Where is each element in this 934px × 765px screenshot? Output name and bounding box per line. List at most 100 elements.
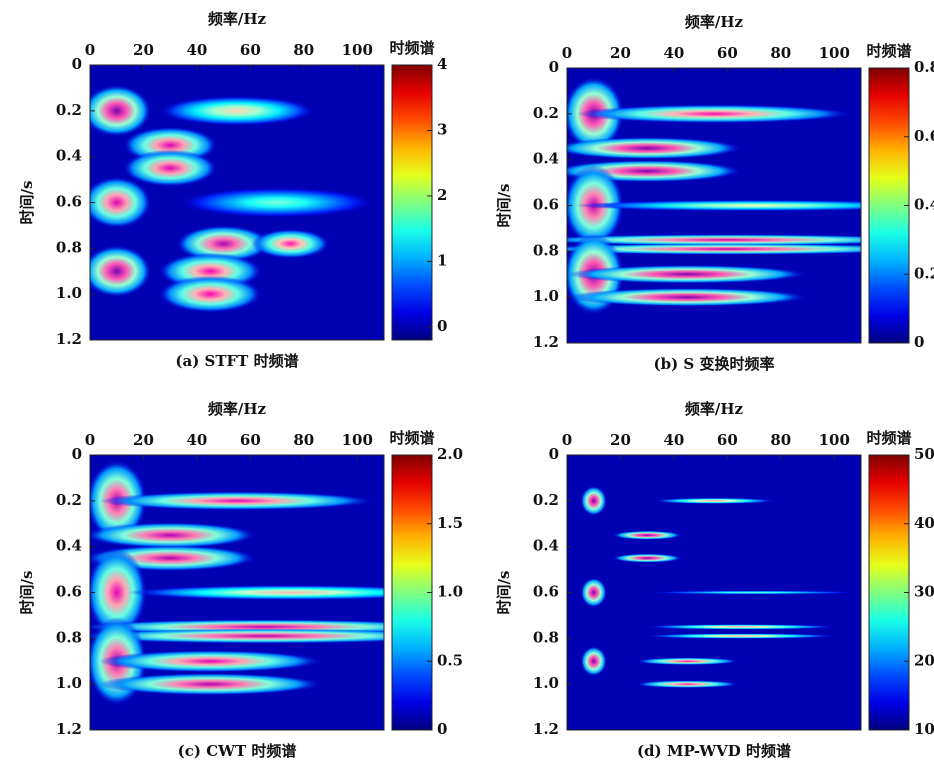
y-tick-label: 1.2: [533, 720, 559, 738]
y-tick-label: 0.6: [56, 583, 82, 601]
y-axis-label: 时间/s: [18, 571, 36, 615]
colorbar-tick-label: 20: [914, 651, 934, 669]
colorbar: [869, 455, 909, 730]
y-tick-label: 0.8: [533, 241, 559, 259]
heat-blob: [577, 105, 851, 123]
heat-blob: [252, 229, 329, 258]
x-tick-label: 100: [819, 431, 850, 449]
y-tick-label: 0.8: [533, 628, 559, 646]
y-tick-label: 0.2: [533, 491, 559, 509]
x-tick-label: 40: [186, 431, 207, 449]
heat-blob: [581, 647, 607, 676]
colorbar-tick-label: 1: [437, 251, 447, 269]
figure: 02040608010000.20.40.60.81.01.2频率/Hz时间/s…: [0, 0, 934, 765]
colorbar-tick-label: 1.0: [437, 583, 463, 601]
heat-blob: [647, 624, 835, 629]
y-tick-label: 1.0: [56, 284, 82, 302]
x-tick-label: 80: [770, 431, 791, 449]
heat-blob: [183, 188, 371, 217]
x-axis-label: 频率/Hz: [685, 13, 744, 31]
colorbar-tick-label: 2: [437, 186, 447, 204]
colorbar-tick-label: 1.5: [437, 514, 463, 532]
y-tick-label: 0: [72, 445, 82, 463]
colorbar-tick-label: 50: [914, 445, 934, 463]
colorbar-label: 时频谱: [866, 429, 911, 447]
x-tick-label: 80: [293, 41, 314, 59]
y-tick-label: 0.6: [533, 196, 559, 214]
heat-blob: [568, 288, 807, 306]
colorbar: [392, 455, 432, 730]
colorbar: [392, 65, 432, 340]
x-tick-label: 0: [562, 431, 572, 449]
heat-blob: [83, 246, 151, 297]
heat-blob: [613, 531, 681, 540]
x-tick-label: 20: [133, 41, 154, 59]
x-tick-label: 80: [293, 431, 314, 449]
colorbar-tick-label: 2.0: [437, 445, 463, 463]
x-tick-label: 20: [133, 431, 154, 449]
colorbar-tick-label: 0.6: [914, 127, 934, 145]
colorbar-tick-label: 0.8: [914, 58, 934, 76]
x-axis-label: 频率/Hz: [208, 400, 267, 418]
y-tick-label: 0.8: [56, 628, 82, 646]
x-tick-label: 40: [663, 431, 684, 449]
y-tick-label: 1.2: [56, 330, 82, 348]
x-tick-label: 40: [186, 41, 207, 59]
colorbar-tick-label: 0: [437, 317, 447, 335]
y-tick-label: 0.4: [533, 150, 559, 168]
x-axis-label: 频率/Hz: [208, 10, 267, 28]
colorbar-tick-label: 4: [437, 55, 447, 73]
y-tick-label: 0.6: [56, 193, 82, 211]
caption: (c) CWT 时频谱: [178, 742, 297, 760]
colorbar: [869, 68, 909, 343]
x-tick-label: 60: [717, 431, 738, 449]
colorbar-tick-label: 0.4: [914, 196, 934, 214]
heat-blob: [636, 658, 739, 665]
colorbar-tick-label: 40: [914, 514, 934, 532]
x-tick-label: 60: [240, 431, 261, 449]
heat-blob: [100, 492, 374, 510]
heat-blob: [85, 522, 256, 548]
y-tick-label: 0.6: [533, 583, 559, 601]
colorbar-tick-label: 0: [437, 720, 447, 738]
heat-blob: [581, 486, 607, 515]
y-tick-label: 0.2: [533, 104, 559, 122]
y-tick-label: 1.2: [56, 720, 82, 738]
heat-blob: [123, 150, 217, 187]
y-tick-label: 0: [549, 58, 559, 76]
x-tick-label: 100: [342, 41, 373, 59]
y-tick-label: 0.4: [56, 537, 82, 555]
x-tick-label: 100: [819, 44, 850, 62]
colorbar-tick-label: 0.5: [437, 651, 463, 669]
x-tick-label: 20: [610, 431, 631, 449]
heat-blob: [159, 276, 262, 313]
caption: (d) MP-WVD 时频谱: [637, 742, 791, 760]
x-tick-label: 0: [562, 44, 572, 62]
colorbar-tick-label: 0: [914, 333, 924, 351]
colorbar-tick-label: 0.2: [914, 264, 934, 282]
x-tick-label: 40: [663, 44, 684, 62]
x-tick-label: 60: [240, 41, 261, 59]
colorbar-label: 时频谱: [389, 39, 434, 57]
heat-blob: [160, 96, 314, 125]
y-tick-label: 0.2: [56, 491, 82, 509]
y-axis-label: 时间/s: [495, 571, 513, 615]
y-tick-label: 1.0: [533, 287, 559, 305]
x-tick-label: 100: [342, 431, 373, 449]
colorbar-tick-label: 10: [914, 720, 934, 738]
heat-blob: [581, 578, 607, 607]
heat-blob: [654, 498, 774, 504]
y-tick-label: 1.2: [533, 333, 559, 351]
x-tick-label: 60: [717, 44, 738, 62]
caption: (b) S 变换时频率: [654, 355, 775, 373]
y-tick-label: 0: [72, 55, 82, 73]
heat-blob: [568, 265, 807, 283]
heat-blob: [613, 554, 681, 563]
y-tick-label: 1.0: [56, 674, 82, 692]
heat-blob: [651, 591, 856, 595]
y-tick-label: 0: [549, 445, 559, 463]
colorbar-label: 时频谱: [389, 429, 434, 447]
y-tick-label: 0.2: [56, 101, 82, 119]
heat-blob: [636, 681, 739, 688]
heat-blob: [647, 633, 835, 638]
